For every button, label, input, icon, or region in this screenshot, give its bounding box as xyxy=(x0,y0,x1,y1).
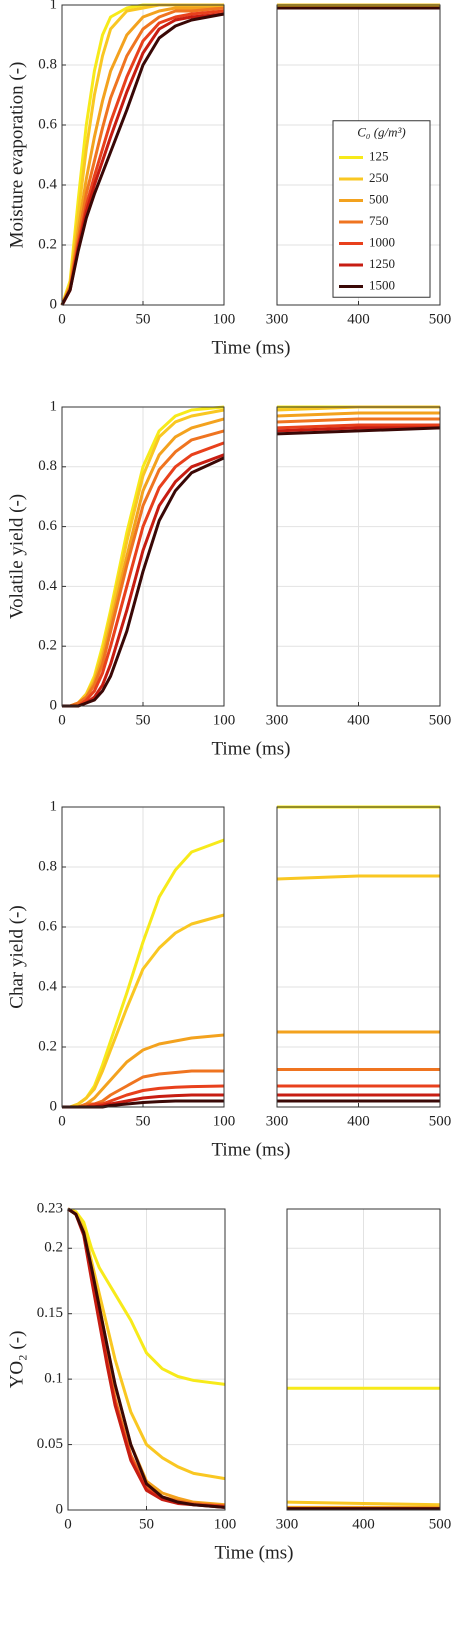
series-line xyxy=(60,12,225,306)
x-tick-label: 400 xyxy=(352,1516,375,1532)
y-tick-label: 0 xyxy=(50,296,58,312)
x-tick-label: 50 xyxy=(136,1113,151,1129)
series-line xyxy=(67,1207,226,1509)
x-tick-label: 400 xyxy=(347,311,370,327)
legend-label: 750 xyxy=(369,213,389,228)
y-tick-label: 0 xyxy=(50,1098,58,1114)
y-axis-label: Char yield (-) xyxy=(6,905,27,1008)
y-tick-label: 0.15 xyxy=(37,1305,63,1321)
y-tick-label: 0.2 xyxy=(38,638,57,654)
y-tick-label: 0.2 xyxy=(44,1240,63,1256)
y-tick-label: 0.6 xyxy=(38,518,57,534)
y-tick-label: 0.4 xyxy=(38,176,57,192)
y-tick-label: 0.4 xyxy=(38,578,57,594)
y-tick-label: 0.4 xyxy=(38,978,57,994)
y-tick-label: 0.23 xyxy=(37,1200,63,1216)
x-tick-label: 500 xyxy=(429,311,452,327)
series-line xyxy=(60,6,224,306)
x-tick-label: 400 xyxy=(347,1113,370,1129)
series-line xyxy=(67,1207,226,1386)
x-tick-label: 500 xyxy=(429,1113,452,1129)
series-line xyxy=(276,417,440,424)
x-tick-label: 0 xyxy=(58,311,66,327)
axes-frame xyxy=(286,1208,441,1511)
x-tick-label: 500 xyxy=(429,1516,452,1532)
x-tick-label: 100 xyxy=(213,712,236,728)
x-tick-label: 0 xyxy=(64,1516,72,1532)
x-tick-label: 50 xyxy=(139,1516,154,1532)
legend-label: 125 xyxy=(369,148,389,163)
legend-label: 1000 xyxy=(369,234,395,249)
x-tick-label: 500 xyxy=(429,712,452,728)
legend-label: 500 xyxy=(369,191,389,206)
x-tick-label: 400 xyxy=(347,712,370,728)
legend-label: 1250 xyxy=(369,256,395,271)
series-line xyxy=(286,1500,441,1507)
x-tick-label: 0 xyxy=(58,712,66,728)
legend-box xyxy=(332,120,431,298)
y-tick-label: 0.8 xyxy=(38,56,57,72)
y-tick-label: 0.8 xyxy=(38,458,57,474)
series-line xyxy=(62,913,225,1109)
series-line xyxy=(276,426,441,436)
y-tick-label: 0.1 xyxy=(44,1371,63,1387)
x-tick-label: 300 xyxy=(276,1516,299,1532)
x-tick-label: 300 xyxy=(266,1113,289,1129)
y-tick-label: 0.05 xyxy=(37,1436,63,1452)
x-tick-label: 100 xyxy=(213,311,236,327)
x-axis-label: Time (ms) xyxy=(211,1139,290,1160)
legend-label: 1500 xyxy=(369,277,395,292)
y-axis-label: Volatile yield (-) xyxy=(6,494,27,619)
x-axis-label: Time (ms) xyxy=(214,1542,293,1563)
legend-label: 250 xyxy=(369,170,389,185)
axes-frame xyxy=(61,406,225,707)
series-line xyxy=(276,411,440,418)
y-tick-label: 0.2 xyxy=(38,236,57,252)
axes-frame xyxy=(61,806,225,1108)
x-tick-label: 100 xyxy=(214,1516,237,1532)
axes-frame xyxy=(61,4,225,306)
y-tick-label: 0.8 xyxy=(38,858,57,874)
series-line xyxy=(62,429,225,708)
x-tick-label: 50 xyxy=(136,712,151,728)
axes-frame xyxy=(276,406,441,707)
x-axis-label: Time (ms) xyxy=(211,337,290,358)
x-axis-label: Time (ms) xyxy=(211,738,290,759)
axes-frame xyxy=(276,806,441,1108)
axes-frame xyxy=(276,4,441,306)
y-tick-label: 0.2 xyxy=(38,1038,57,1054)
y-tick-label: 0.6 xyxy=(38,116,57,132)
x-tick-label: 300 xyxy=(266,712,289,728)
series-line xyxy=(276,874,440,881)
y-axis-label: Moisture evaporation (-) xyxy=(6,62,27,249)
x-tick-label: 100 xyxy=(213,1113,236,1129)
y-tick-label: 0 xyxy=(50,697,58,713)
axes-frame xyxy=(67,1208,226,1511)
y-tick-label: 1 xyxy=(50,798,58,814)
y-tick-label: 1 xyxy=(50,0,58,12)
y-tick-label: 1 xyxy=(50,398,58,414)
series-line xyxy=(276,423,440,430)
y-tick-label: 0 xyxy=(56,1501,64,1517)
x-tick-label: 300 xyxy=(266,311,289,327)
y-axis-label: YO₂ (-) xyxy=(6,1331,27,1389)
x-tick-label: 0 xyxy=(58,1113,66,1129)
x-tick-label: 50 xyxy=(136,311,151,327)
y-tick-label: 0.6 xyxy=(38,918,57,934)
legend-title: C₀ (g/m³) xyxy=(357,125,406,140)
